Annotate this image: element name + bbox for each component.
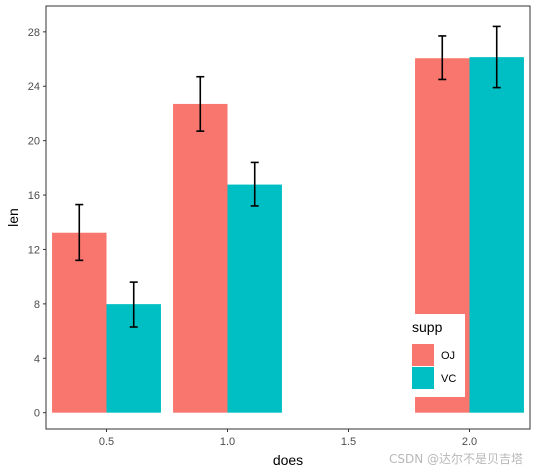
y-tick-label: 24	[28, 81, 40, 93]
plot-panel-border	[45, 5, 531, 430]
bar-oj-0_5	[52, 232, 107, 413]
bar-vc-1	[227, 184, 282, 413]
x-tick-label: 1.5	[341, 436, 356, 448]
legend-label-vc: VC	[441, 373, 456, 385]
legend-title: supp	[412, 319, 443, 335]
errorbars-layer	[75, 25, 501, 328]
errorbar-oj-1	[196, 75, 205, 132]
y-tick-label: 12	[28, 244, 40, 256]
x-axis-title: does	[273, 452, 303, 468]
x-tick-label: 0.5	[99, 436, 114, 448]
y-axis-title: len	[5, 208, 21, 227]
y-tick-label: 16	[28, 190, 40, 202]
errorbar-vc-2	[492, 25, 501, 89]
legend-key-oj	[412, 344, 434, 366]
x-tick-label: 1.0	[220, 436, 235, 448]
legend-label-oj: OJ	[441, 350, 455, 362]
bar-vc-2	[469, 57, 524, 413]
x-axis: 0.5 1.0 1.5 2.0	[99, 429, 477, 448]
errorbar-oj-2	[438, 35, 447, 81]
errorbar-vc-1	[250, 161, 259, 207]
y-tick-label: 8	[34, 299, 40, 311]
bar-oj-1	[173, 103, 228, 413]
x-tick-label: 2.0	[462, 436, 477, 448]
y-tick-label: 0	[34, 408, 40, 420]
errorbar-vc-0_5	[129, 281, 138, 328]
y-tick-label: 20	[28, 136, 40, 148]
watermark: CSDN @达尔不是贝吉塔	[388, 452, 523, 466]
y-tick-label: 28	[28, 27, 40, 39]
y-axis: 0 4 8 12 16 20 24 28	[28, 27, 46, 420]
legend: supp OJ VC	[405, 314, 465, 397]
legend-key-vc	[412, 367, 434, 389]
errorbar-oj-0_5	[75, 203, 84, 262]
y-tick-label: 4	[34, 353, 40, 365]
